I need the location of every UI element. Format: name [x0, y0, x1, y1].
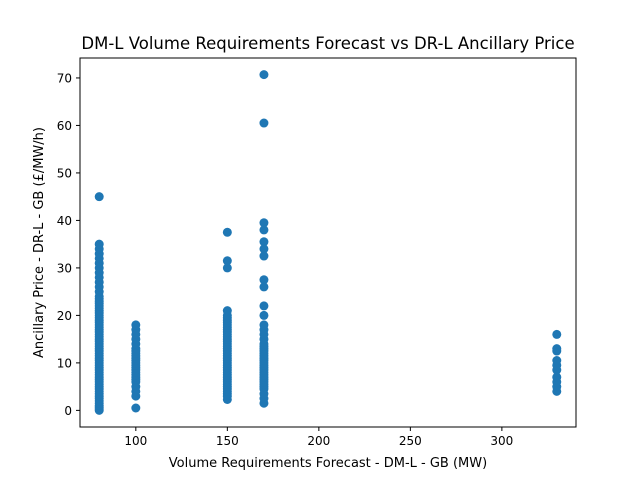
y-tick-label: 30	[57, 261, 72, 275]
data-point	[222, 263, 232, 273]
x-tick-label: 300	[490, 434, 513, 448]
data-point	[259, 244, 269, 254]
data-point	[222, 256, 232, 266]
data-points	[94, 70, 562, 415]
data-point	[259, 118, 269, 128]
data-point	[259, 275, 269, 285]
data-point	[259, 237, 269, 247]
data-point	[259, 310, 269, 320]
y-tick-label: 20	[57, 309, 72, 323]
plot-area-frame	[79, 57, 577, 428]
chart-title: DM-L Volume Requirements Forecast vs DR-…	[81, 34, 574, 53]
data-point	[552, 344, 562, 354]
y-axis-ticks: 0 10 20 30 40 50 60 70	[57, 71, 80, 418]
y-tick-label: 70	[57, 71, 72, 85]
data-point	[552, 372, 562, 382]
x-tick-label: 200	[307, 434, 330, 448]
x-tick-label: 250	[399, 434, 422, 448]
x-axis-label: Volume Requirements Forecast - DM-L - GB…	[169, 456, 487, 471]
data-point	[259, 225, 269, 235]
y-tick-label: 60	[57, 119, 72, 133]
data-point	[552, 329, 562, 339]
y-tick-label: 40	[57, 214, 72, 228]
data-point	[259, 218, 269, 228]
y-tick-label: 10	[57, 356, 72, 370]
y-axis-label: Ancillary Price - DR-L - GB (£/MW/h)	[32, 127, 47, 358]
x-tick-label: 100	[124, 434, 147, 448]
data-point	[552, 356, 562, 366]
data-point	[259, 320, 269, 330]
data-point	[94, 239, 104, 249]
data-point	[259, 70, 269, 80]
data-point	[131, 403, 141, 413]
data-point	[259, 301, 269, 311]
x-tick-label: 150	[216, 434, 239, 448]
data-point	[131, 320, 141, 330]
data-point	[259, 251, 269, 261]
data-point	[222, 227, 232, 237]
data-point	[259, 282, 269, 292]
y-tick-label: 0	[64, 404, 72, 418]
y-tick-label: 50	[57, 166, 72, 180]
data-point	[222, 306, 232, 316]
data-point	[94, 192, 104, 202]
x-axis-ticks: 100 150 200 250 300	[124, 427, 513, 448]
